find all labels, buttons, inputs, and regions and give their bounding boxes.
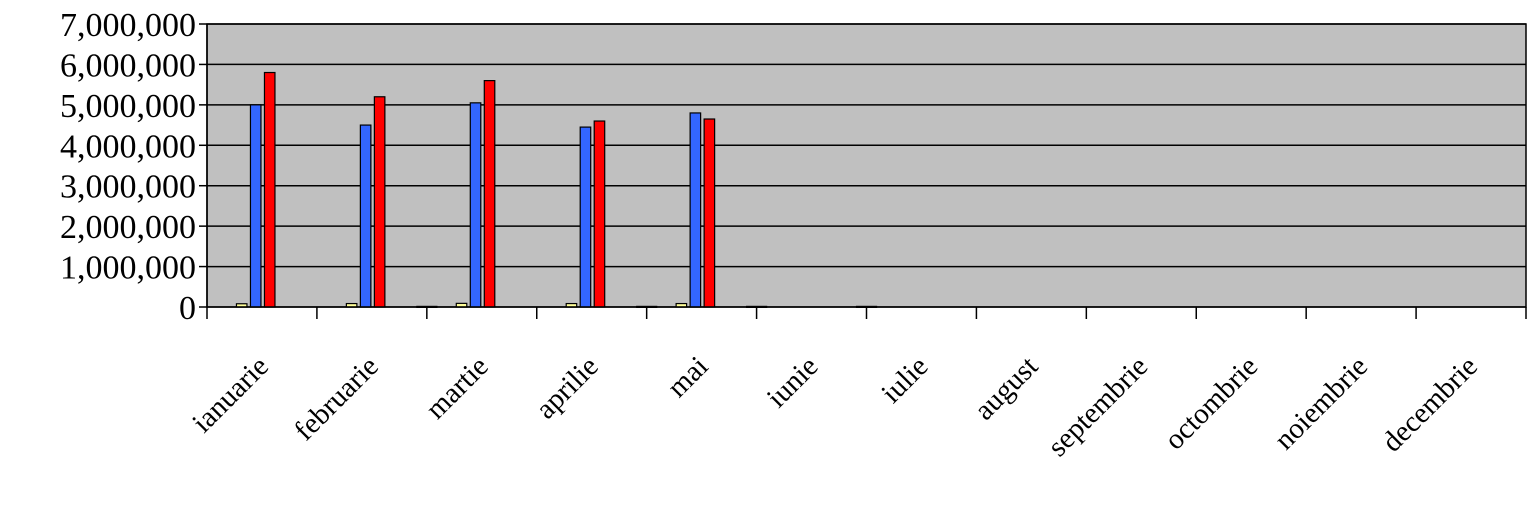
x-tick-label: iulie [875, 350, 934, 409]
bar [703, 118, 716, 308]
y-tick-label: 1,000,000 [60, 250, 196, 287]
x-tick-label: septembrie [1042, 350, 1155, 463]
y-tick-label: 6,000,000 [60, 47, 196, 84]
x-tick-label: martie [420, 350, 495, 425]
y-tick-label: 7,000,000 [60, 7, 196, 44]
bar [593, 120, 606, 308]
x-tick-label: decembrie [1376, 350, 1484, 458]
plot-area [206, 23, 1527, 308]
bar [359, 124, 372, 308]
x-tick-label: iunie [761, 350, 825, 414]
y-tick-label: 3,000,000 [60, 169, 196, 206]
x-tick-label: aprilie [530, 350, 605, 425]
x-tick-label: ianuarie [186, 350, 275, 439]
bar [689, 112, 702, 308]
bar [483, 79, 496, 308]
bar [249, 104, 262, 308]
x-tick-label: februarie [288, 350, 385, 447]
bar [579, 126, 592, 308]
y-tick-label: 0 [179, 290, 196, 327]
x-tick-label: noiembrie [1268, 350, 1374, 456]
y-tick-label: 5,000,000 [60, 88, 196, 125]
x-tick-label: octombrie [1158, 350, 1264, 456]
x-tick-label: august [968, 350, 1044, 426]
y-tick-label: 4,000,000 [60, 128, 196, 165]
bar [469, 102, 482, 308]
bar [373, 96, 386, 308]
y-tick-label: 2,000,000 [60, 209, 196, 246]
x-tick-label: mai [661, 350, 714, 403]
bar [263, 71, 276, 308]
